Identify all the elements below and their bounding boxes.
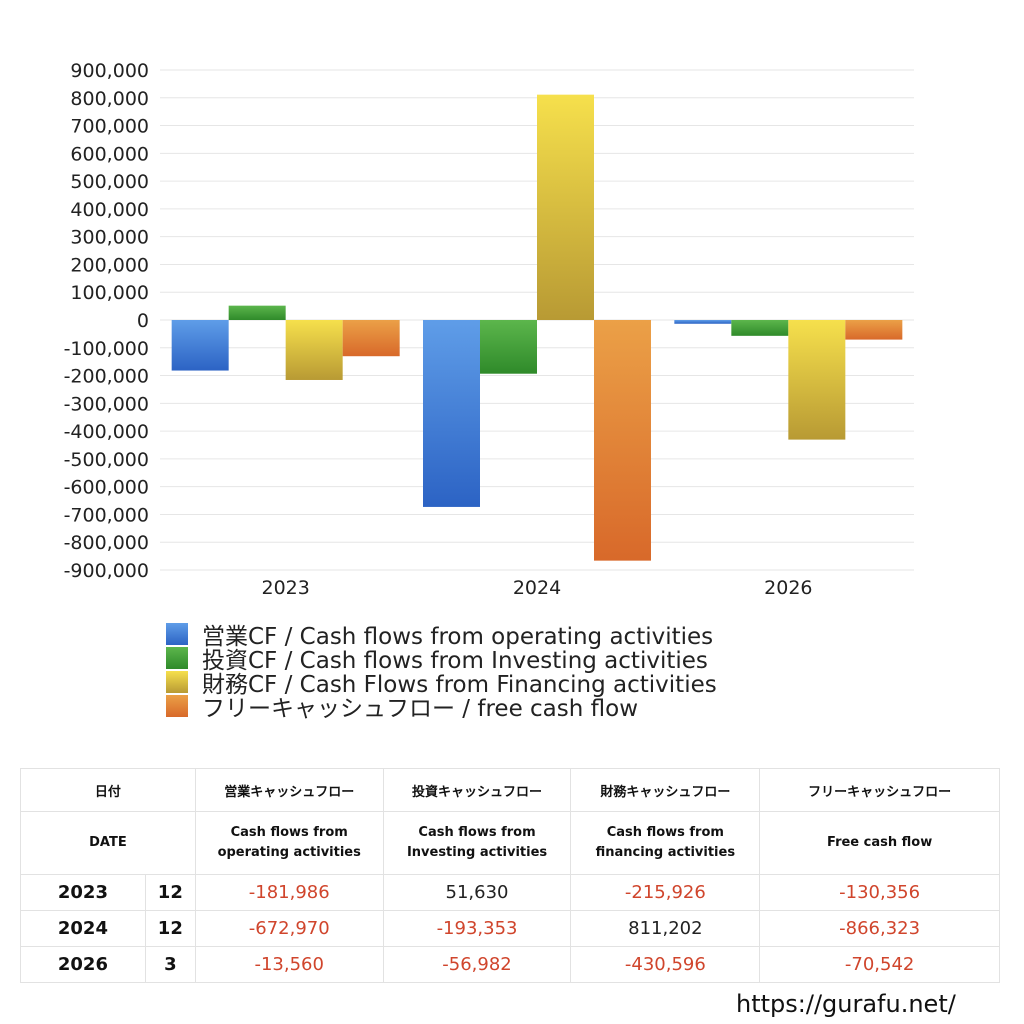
header-investing-en-line1: Cash flows from [418,825,536,840]
bar-2024-series-3 [594,320,651,561]
header-investing-en-line2: Investing activities [406,845,548,860]
y-tick-label: -200,000 [64,366,149,388]
table-header-row-en: DATE Cash flows from operating activities… [20,811,1000,875]
header-financing-en-line1: Cash flows from [606,825,724,840]
row-month: 12 [144,910,196,947]
y-tick-label: 100,000 [70,282,149,304]
y-tick-label: -600,000 [64,477,149,499]
bars [171,94,903,561]
source-url: https://gurafu.net/ [736,990,956,1018]
bar-2024-series-1 [480,320,537,374]
header-operating-en: Cash flows from operating activities [194,811,384,875]
bar-2024-series-0 [423,320,480,507]
y-tick-label: 200,000 [70,254,149,276]
y-tick-label: 400,000 [70,199,149,221]
cell-financing: -430,596 [570,946,761,983]
x-tick-label: 2024 [513,577,561,599]
table-row: 2024 12 -672,970 -193,353 811,202 -866,3… [20,910,1000,947]
y-tick-label: 0 [137,310,149,332]
legend-swatch-financing [166,671,188,693]
bar-2023-series-0 [171,320,229,371]
header-free-cash-flow-en: Free cash flow [759,811,1000,875]
y-tick-label: -800,000 [64,532,149,554]
legend-label-financing: 財務CF / Cash Flows from Financing activit… [202,672,717,698]
cell-investing: 51,630 [382,874,572,911]
header-operating-ja: 営業キャッシュフロー [194,768,384,812]
legend-item-free-cash-flow: フリーキャッシュフロー / free cash flow [166,694,717,722]
bar-2026-series-3 [845,320,903,340]
cell-operating: -181,986 [194,874,384,911]
header-investing-en: Cash flows from Investing activities [382,811,572,875]
x-axis-tick-labels: 2023 2024 2026 [261,577,812,599]
cell-operating: -672,970 [194,910,384,947]
cash-flow-bar-chart: -900,000 -800,000 -700,000 -600,000 -500,000… [64,60,914,599]
x-tick-label: 2026 [764,577,812,599]
table-row: 2026 3 -13,560 -56,982 -430,596 -70,542 [20,946,1000,983]
header-investing-ja: 投資キャッシュフロー [382,768,572,812]
y-tick-label: 500,000 [70,171,149,193]
legend-label-investing: 投資CF / Cash flows from Investing activit… [202,648,708,674]
x-tick-label: 2023 [261,577,309,599]
y-axis-tick-labels: -900,000 -800,000 -700,000 -600,000 -500,000… [64,60,149,582]
y-tick-label: 800,000 [70,88,149,110]
row-year: 2023 [20,874,146,911]
cell-financing: -215,926 [570,874,761,911]
y-tick-label: 600,000 [70,143,149,165]
cell-free-cash-flow: -70,542 [759,946,1000,983]
cell-investing: -56,982 [382,946,572,983]
header-free-cash-flow-en-line1: Free cash flow [827,835,933,850]
bar-2026-series-1 [731,320,789,336]
y-tick-label: 900,000 [70,60,149,82]
y-tick-label: -100,000 [64,338,149,360]
cell-investing: -193,353 [382,910,572,947]
cash-flow-table: 日付 営業キャッシュフロー 投資キャッシュフロー 財務キャッシュフロー フリーキ… [20,768,1000,983]
y-tick-label: -300,000 [64,393,149,415]
header-date-ja: 日付 [20,768,196,812]
legend-item-operating: 営業CF / Cash flows from operating activit… [166,622,717,650]
y-tick-label: -500,000 [64,449,149,471]
y-tick-label: 700,000 [70,116,149,138]
header-operating-en-line1: Cash flows from [230,825,348,840]
cell-free-cash-flow: -866,323 [759,910,1000,947]
legend-item-investing: 投資CF / Cash flows from Investing activit… [166,646,717,674]
cell-operating: -13,560 [194,946,384,983]
legend-label-operating: 営業CF / Cash flows from operating activit… [202,624,714,650]
legend: 営業CF / Cash flows from operating activit… [166,622,717,722]
y-tick-label: -900,000 [64,560,149,582]
y-tick-label: 300,000 [70,227,149,249]
legend-swatch-investing [166,647,188,669]
legend-swatch-operating [166,623,188,645]
table-header-row-ja: 日付 営業キャッシュフロー 投資キャッシュフロー 財務キャッシュフロー フリーキ… [20,768,1000,812]
header-date-en: DATE [20,811,196,875]
row-month: 12 [144,874,196,911]
header-financing-en-line2: financing activities [595,845,736,860]
header-free-cash-flow-ja: フリーキャッシュフロー [759,768,1000,812]
y-tick-label: -400,000 [64,421,149,443]
legend-swatch-free-cash-flow [166,695,188,717]
bar-2026-series-2 [788,320,846,440]
header-operating-en-line2: operating activities [217,845,361,860]
bar-2024-series-2 [537,94,594,321]
row-year: 2024 [20,910,146,947]
row-year: 2026 [20,946,146,983]
y-tick-label: -700,000 [64,504,149,526]
bar-2023-series-2 [285,320,343,380]
legend-label-free-cash-flow: フリーキャッシュフロー / free cash flow [202,696,639,722]
table-row: 2023 12 -181,986 51,630 -215,926 -130,35… [20,874,1000,911]
bar-2026-series-0 [674,320,732,324]
header-financing-en: Cash flows from financing activities [570,811,761,875]
cell-financing: 811,202 [570,910,761,947]
header-financing-ja: 財務キャッシュフロー [570,768,761,812]
bar-2023-series-3 [342,320,400,357]
legend-item-financing: 財務CF / Cash Flows from Financing activit… [166,670,717,698]
cell-free-cash-flow: -130,356 [759,874,1000,911]
bar-2023-series-1 [228,305,286,320]
row-month: 3 [144,946,196,983]
